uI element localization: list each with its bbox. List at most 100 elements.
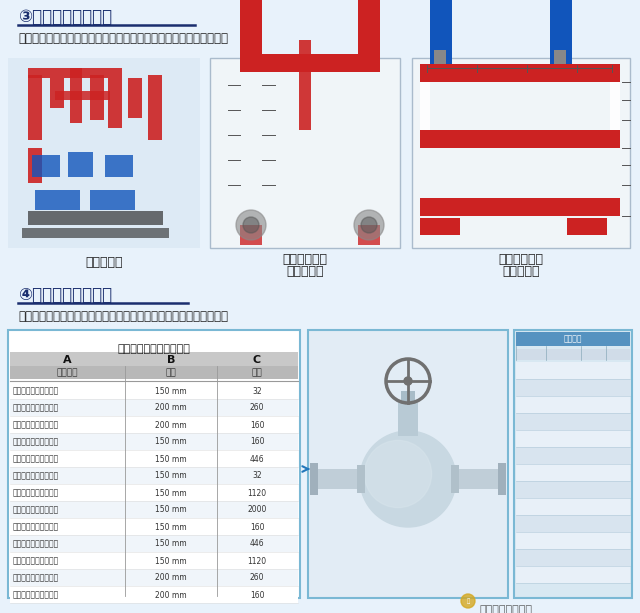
Text: 200 mm: 200 mm [155,590,187,600]
Text: 管道类型：消火栓系统: 管道类型：消火栓系统 [13,522,60,531]
Text: 管道类型：消火栓系统: 管道类型：消火栓系统 [13,421,60,430]
Bar [217,352,298,366]
Bar [217,366,298,379]
Text: 数量: 数量 [252,368,262,378]
Text: C: C [253,355,261,365]
Text: 160: 160 [250,590,264,600]
Bar [217,467,298,484]
Bar [55,91,110,100]
Text: 150 mm: 150 mm [155,454,187,463]
Bar [358,225,380,245]
Bar [240,54,380,72]
Bar [217,569,298,586]
Text: 446: 446 [250,454,264,463]
Bar [10,552,125,569]
Text: A: A [63,355,71,365]
Bar [125,382,217,399]
Bar [10,518,125,535]
Text: 160: 160 [250,421,264,430]
Bar [516,413,630,430]
Text: B: B [167,355,175,365]
Bar [32,155,60,177]
Bar [430,0,452,75]
Circle shape [461,594,475,608]
Bar [22,228,169,238]
Circle shape [361,217,377,233]
Bar [125,484,217,501]
Bar [516,332,630,346]
Bar [420,198,620,216]
Text: 160: 160 [250,438,264,446]
Text: 200 mm: 200 mm [155,574,187,582]
Text: 尺寸加工图: 尺寸加工图 [502,265,540,278]
Circle shape [364,440,431,508]
Bar [10,569,125,586]
Bar [240,225,262,245]
Bar [420,218,460,235]
Bar [516,379,630,396]
Bar [8,58,200,248]
Bar [105,155,133,177]
Bar [217,535,298,552]
Bar [10,416,125,433]
Bar [217,586,298,603]
Bar [10,433,125,450]
Circle shape [243,217,259,233]
Circle shape [360,431,456,527]
Bar [420,130,620,148]
Bar [125,352,217,366]
Text: 管道类型：消火栓系统: 管道类型：消火栓系统 [13,489,60,498]
Text: 属性列表: 属性列表 [564,335,582,343]
Bar [125,416,217,433]
Bar [498,463,506,495]
Bar [420,64,620,82]
Bar [28,148,42,183]
Bar [308,330,508,598]
Bar [217,552,298,569]
Bar [28,211,163,225]
Bar [514,330,632,598]
Text: 管道类型：消火栓系统: 管道类型：消火栓系统 [13,387,60,395]
Bar [10,450,125,467]
Bar [550,0,572,75]
Bar [10,352,125,366]
Bar [125,450,217,467]
Bar [125,569,217,586]
Circle shape [404,377,412,385]
Bar [401,391,415,403]
Bar [217,501,298,518]
Bar [125,399,217,416]
Text: 尺寸: 尺寸 [166,368,177,378]
Bar [217,382,298,399]
Bar [516,515,630,532]
Bar [70,68,82,123]
Text: 150 mm: 150 mm [155,438,187,446]
Bar [10,586,125,603]
Bar [217,484,298,501]
Bar [554,50,566,65]
Bar [456,469,501,489]
Text: 150 mm: 150 mm [155,387,187,395]
Text: 管道类型：消火栓系统: 管道类型：消火栓系统 [13,471,60,481]
Text: 中: 中 [467,598,470,604]
Bar [516,532,630,549]
Text: 150 mm: 150 mm [155,506,187,514]
Text: ④料表生成指导加工: ④料表生成指导加工 [18,286,112,304]
Text: 尺寸加工图: 尺寸加工图 [286,265,324,278]
Bar [567,218,607,235]
Bar [516,566,630,583]
Bar [420,82,430,148]
Text: 260: 260 [250,574,264,582]
Text: 1120: 1120 [248,489,267,498]
Bar [128,78,142,118]
Bar [516,481,630,498]
Bar [210,58,400,248]
Bar [516,498,630,515]
Bar [68,152,93,177]
Text: 管道分段图: 管道分段图 [85,256,123,269]
Text: 32: 32 [252,387,262,395]
Bar [516,349,630,360]
Bar [125,535,217,552]
Bar [10,382,125,399]
Text: 2000: 2000 [247,506,267,514]
